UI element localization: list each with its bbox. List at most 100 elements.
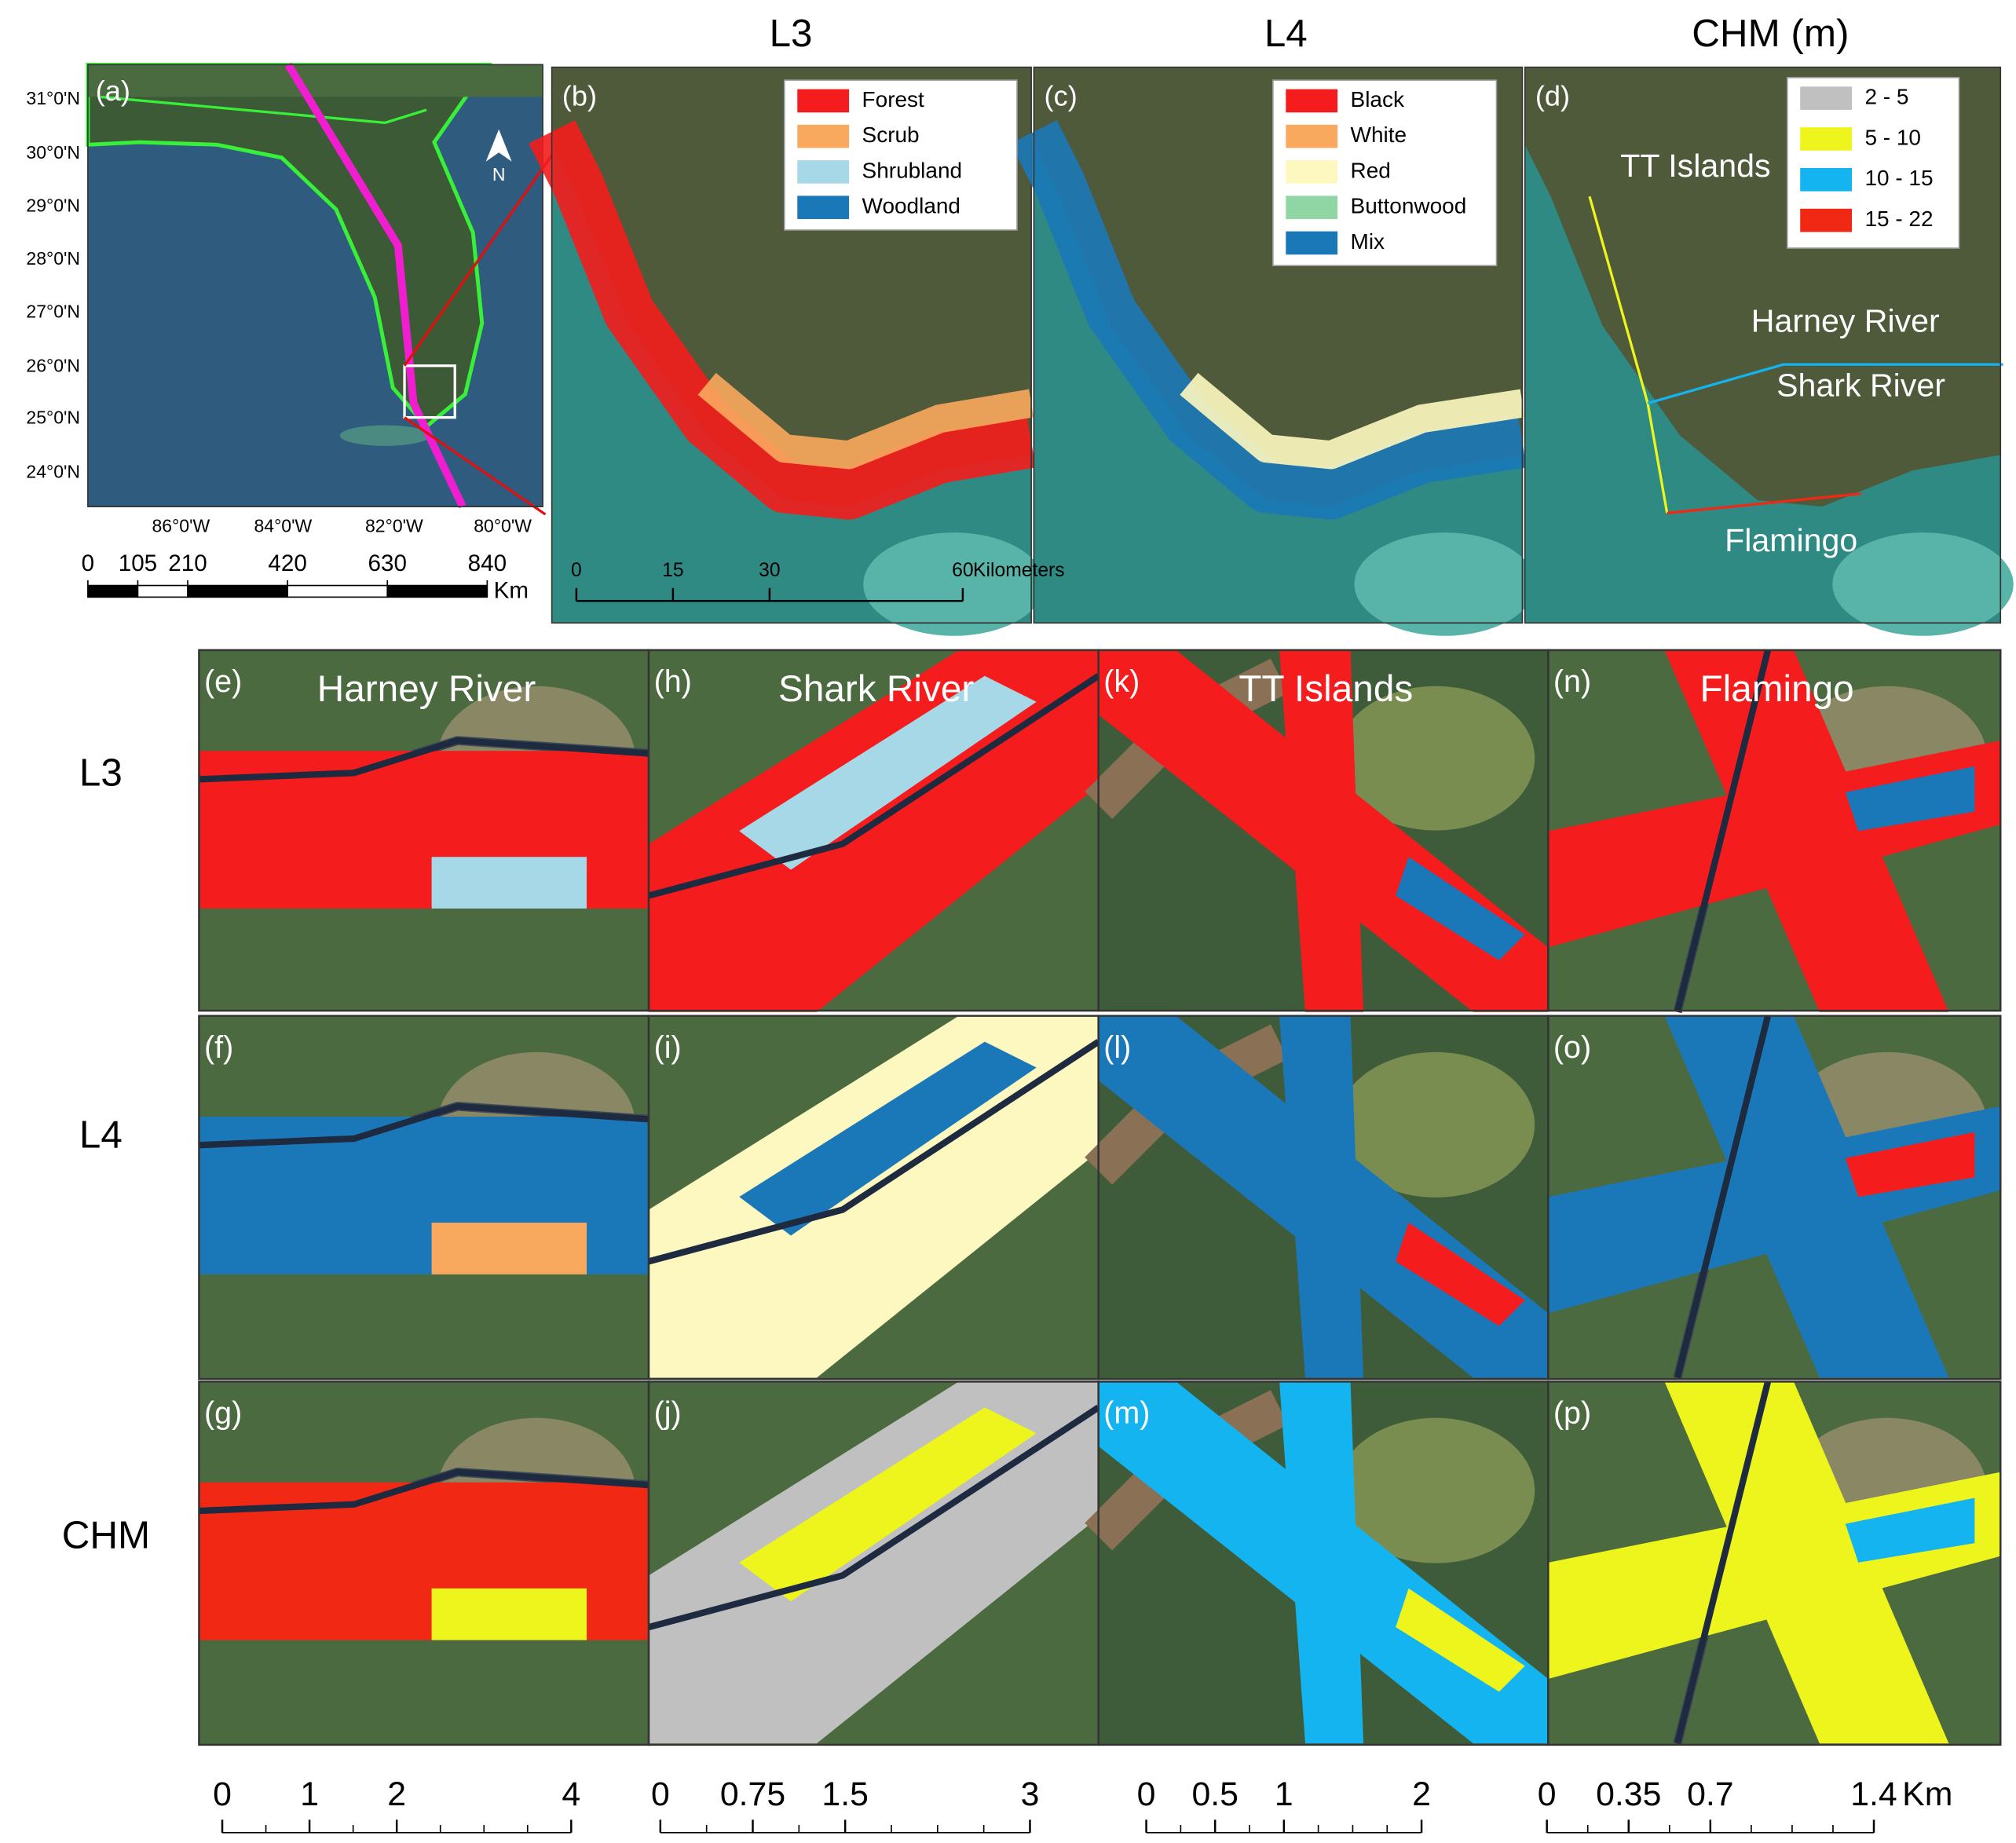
class-area bbox=[1845, 1132, 1975, 1198]
row-label: L3 bbox=[79, 751, 123, 795]
legend-label: Red bbox=[1351, 158, 1391, 182]
scale-segment bbox=[137, 584, 188, 598]
lon-label: 82°0'W bbox=[365, 516, 423, 536]
scale-label: 0 bbox=[571, 560, 582, 581]
scale-segment bbox=[87, 584, 139, 598]
transect bbox=[1667, 492, 1861, 515]
lat-label: 31°0'N bbox=[26, 88, 80, 108]
row-label: CHM bbox=[62, 1514, 150, 1557]
panel-label: (a) bbox=[96, 75, 130, 107]
scale-label: 420 bbox=[268, 550, 306, 576]
scale-segment bbox=[187, 584, 288, 598]
panel-label: (e) bbox=[204, 664, 242, 699]
river bbox=[1674, 1015, 1772, 1379]
class-area bbox=[1664, 649, 1949, 1012]
row-label: L4 bbox=[79, 1113, 123, 1156]
legend-swatch bbox=[1286, 124, 1338, 148]
shoal bbox=[863, 532, 1045, 636]
land-north bbox=[87, 64, 543, 97]
panel-label: (g) bbox=[204, 1396, 242, 1431]
legend-swatch bbox=[1286, 89, 1338, 113]
lat-label: 25°0'N bbox=[26, 407, 80, 427]
study-box bbox=[403, 364, 456, 419]
north-label: N bbox=[492, 164, 506, 185]
legend-swatch bbox=[1286, 160, 1338, 184]
legend-label: Forest bbox=[862, 87, 924, 112]
scale-label: 0.35 bbox=[1596, 1775, 1661, 1813]
scale-label: 210 bbox=[168, 550, 207, 576]
legend-swatch bbox=[797, 89, 850, 113]
scale-label: 0.7 bbox=[1687, 1775, 1733, 1813]
lat-label: 24°0'N bbox=[26, 461, 80, 481]
class-area bbox=[1279, 1015, 1364, 1378]
scale-label: 840 bbox=[468, 550, 507, 576]
site-name: TT Islands bbox=[1620, 148, 1770, 184]
site-name: Shark River bbox=[1776, 368, 1945, 404]
legend-swatch bbox=[797, 196, 850, 219]
land bbox=[86, 62, 492, 430]
site-title: Shark River bbox=[778, 668, 974, 710]
frame bbox=[87, 64, 543, 508]
class-area bbox=[1664, 1015, 1949, 1378]
river bbox=[647, 1404, 1100, 1631]
class-area bbox=[1664, 1381, 1949, 1744]
scale-label: 1 bbox=[1275, 1775, 1293, 1813]
legend-label: 15 - 22 bbox=[1864, 207, 1933, 231]
class-area bbox=[1396, 1222, 1525, 1326]
north-arrow bbox=[485, 129, 512, 162]
class-area bbox=[649, 1015, 1099, 1378]
site-name: Harney River bbox=[1751, 302, 1940, 338]
river bbox=[647, 1039, 1100, 1265]
frame bbox=[551, 66, 1032, 624]
legend-label: Scrub bbox=[862, 123, 920, 147]
class-area bbox=[1396, 1588, 1525, 1692]
class-area bbox=[431, 1222, 587, 1274]
legend-label: White bbox=[1351, 123, 1407, 147]
class-area bbox=[1845, 1497, 1975, 1563]
site-name: Flamingo bbox=[1725, 522, 1857, 558]
panel-label: (o) bbox=[1553, 1030, 1591, 1065]
panel-label: (d) bbox=[1535, 80, 1570, 112]
scale-unit: Km bbox=[1902, 1775, 1952, 1813]
column-title: L4 bbox=[1264, 12, 1308, 55]
legend-label: Buttonwood bbox=[1351, 194, 1467, 218]
scale-label: 0 bbox=[1137, 1775, 1156, 1813]
legend-label: 2 - 5 bbox=[1864, 84, 1908, 108]
column-title: CHM (m) bbox=[1692, 12, 1849, 55]
class-strip bbox=[529, 120, 1036, 520]
scale-label: 1.5 bbox=[821, 1775, 868, 1813]
legend-label: Woodland bbox=[862, 194, 960, 218]
class-area bbox=[739, 1041, 1037, 1236]
zoom-line bbox=[403, 154, 553, 367]
panel-label: (m) bbox=[1103, 1396, 1150, 1431]
frame bbox=[1547, 1380, 2002, 1746]
lat-label: 26°0'N bbox=[26, 356, 80, 376]
scale-label: 0 bbox=[1538, 1775, 1557, 1813]
panel-label: (k) bbox=[1103, 664, 1140, 699]
scale-unit: Km bbox=[494, 578, 529, 604]
imagery-patch bbox=[1337, 1417, 1535, 1563]
lon-label: 84°0'W bbox=[254, 516, 313, 536]
legend-swatch bbox=[1800, 167, 1853, 192]
panel-label: (f) bbox=[204, 1030, 233, 1065]
class-strip bbox=[697, 372, 1034, 470]
frame bbox=[1547, 649, 2002, 1012]
class-area bbox=[1279, 649, 1364, 1012]
legend-label: 5 - 10 bbox=[1864, 125, 1921, 149]
lat-label: 28°0'N bbox=[26, 248, 80, 269]
site-title: TT Islands bbox=[1239, 668, 1413, 710]
scale-label: 4 bbox=[562, 1775, 580, 1813]
scale-label: 2 bbox=[1412, 1775, 1431, 1813]
legend-swatch bbox=[1286, 196, 1338, 219]
scale-label: 2 bbox=[387, 1775, 406, 1813]
track bbox=[284, 62, 466, 509]
scale-label: 0 bbox=[213, 1775, 232, 1813]
class-strip bbox=[1010, 120, 1527, 520]
legend-label: Shrubland bbox=[862, 158, 963, 182]
class-area bbox=[1396, 857, 1525, 960]
class-area bbox=[431, 1588, 587, 1640]
scale-label: 3 bbox=[1021, 1775, 1040, 1813]
scale-segment bbox=[386, 584, 488, 598]
